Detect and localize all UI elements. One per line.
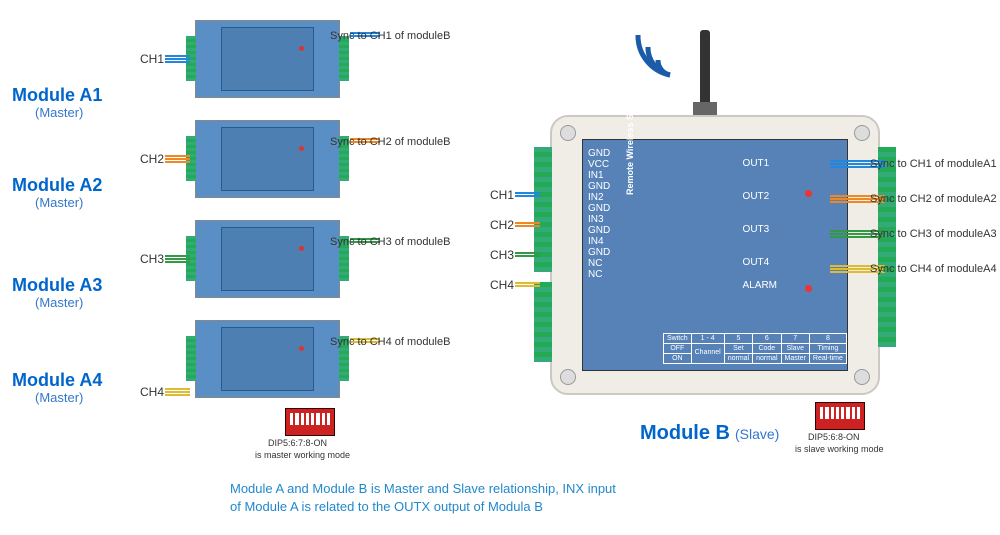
module-a2-role: (Master) [35,195,83,210]
module-a4-name: Module A4 [12,370,102,391]
sync1-label: Sync to CH1 of moduleB [330,30,450,42]
modb-sync1: Sync to CH1 of moduleA1 [870,158,997,170]
module-b: GND VCC IN1 GND IN2 GND IN3 GND IN4 GND … [550,115,880,395]
modb-ch3-wire [515,252,540,254]
pin-gnd1: GND [588,148,610,159]
module-b-title: Remote Wireless Switch Control Module [625,23,635,195]
module-a4 [195,320,340,398]
pin-in2: IN2 [588,192,610,203]
module-a1-name: Module A1 [12,85,102,106]
pin-gnd2: GND [588,181,610,192]
modb-ch3: CH3 [490,248,514,262]
ch4-label: CH4 [140,385,164,399]
modb-sync2: Sync to CH2 of moduleA2 [870,193,997,205]
modb-ch2: CH2 [490,218,514,232]
ch3-wire-left [165,255,190,257]
led-1 [805,190,812,197]
out2-label: OUT2 [743,191,777,202]
pin-in3: IN3 [588,214,610,225]
modb-ch2-wire [515,222,540,224]
module-a4-role: (Master) [35,390,83,405]
module-a1 [195,20,340,98]
out4-label: OUT4 [743,257,777,268]
module-a1-role: (Master) [35,105,83,120]
module-a3-name: Module A3 [12,275,102,296]
dip-left-label1: DIP5:6:7:8-ON [268,438,327,448]
modb-sync3: Sync to CH3 of moduleA3 [870,228,997,240]
module-b-role: (Slave) [735,426,779,442]
pin-nc1: NC [588,258,610,269]
module-a2 [195,120,340,198]
alarm-label: ALARM [743,280,777,291]
module-a3-role: (Master) [35,295,83,310]
pin-nc2: NC [588,269,610,280]
connector-right [878,147,896,347]
pin-in1: IN1 [588,170,610,181]
pin-gnd3: GND [588,203,610,214]
dip-right-label2: is slave working mode [795,444,884,454]
module-a2-name: Module A2 [12,175,102,196]
module-b-name: Module B [640,422,730,445]
modb-ch4: CH4 [490,278,514,292]
ch1-wire-left [165,55,190,57]
sync2-label: Sync to CH2 of moduleB [330,136,450,148]
dip-switch-right[interactable] [815,402,865,430]
caption-line1: Module A and Module B is Master and Slav… [230,480,616,498]
pin-in4: IN4 [588,236,610,247]
pin-gnd4: GND [588,225,610,236]
sync4-label: Sync to CH4 of moduleB [330,336,450,348]
modb-ch4-wire [515,282,540,284]
led-2 [805,285,812,292]
modb-ch1-wire [515,192,540,194]
ch2-wire-left [165,155,190,157]
dip-right-label1: DIP5:6:8-ON [808,432,860,442]
pin-vcc: VCC [588,159,610,170]
pin-gnd5: GND [588,247,610,258]
modb-sync4: Sync to CH4 of moduleA4 [870,263,997,275]
switch-table: Switch1 - 45678 OFFChannelSetCodeSlaveTi… [663,333,847,364]
sync3-label: Sync to CH3 of moduleB [330,236,450,248]
out3-label: OUT3 [743,224,777,235]
ch1-label: CH1 [140,52,164,66]
ch4-wire-left [165,388,190,390]
caption-line2: of Module A is related to the OUTX outpu… [230,498,543,516]
ch2-label: CH2 [140,152,164,166]
modb-ch1: CH1 [490,188,514,202]
connector-left-bottom [534,282,552,362]
dip-switch-left[interactable] [285,408,335,436]
module-a3 [195,220,340,298]
antenna-base [693,102,717,116]
out1-label: OUT1 [743,158,777,169]
dip-left-label2: is master working mode [255,450,350,460]
ch3-label: CH3 [140,252,164,266]
module-b-board: GND VCC IN1 GND IN2 GND IN3 GND IN4 GND … [582,139,848,371]
